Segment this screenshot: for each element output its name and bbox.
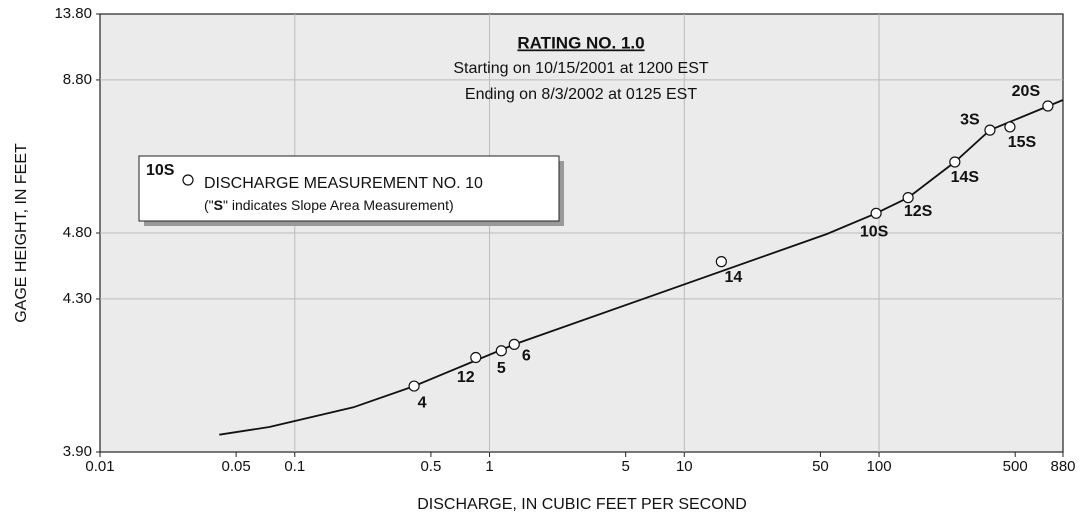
measurement	[408, 380, 420, 392]
measurement-label: 10S	[860, 224, 889, 241]
x-axis-title: DISCHARGE, IN CUBIC FEET PER SECOND	[417, 496, 747, 513]
measurement-label: 5	[497, 360, 506, 377]
measurement-label: 15S	[1008, 134, 1037, 151]
y-tick-label: 13.80	[54, 5, 92, 22]
measurement	[984, 124, 996, 136]
measurement	[949, 156, 961, 168]
x-tick-label: 100	[867, 458, 892, 475]
measurement-label: 3S	[960, 111, 980, 128]
y-tick-label: 4.80	[63, 224, 92, 241]
measurement-label: 20S	[1012, 83, 1041, 100]
x-tick-label: 50	[812, 458, 829, 475]
measurement	[1042, 100, 1054, 112]
subtitle: Ending on 8/3/2002 at 0125 EST	[465, 86, 697, 103]
measurement-label: 6	[522, 348, 531, 365]
legend-marker-label: 10S	[146, 162, 175, 179]
x-tick-label: 10	[676, 458, 693, 475]
measurement	[508, 338, 520, 350]
x-tick-label: 0.01	[85, 458, 114, 475]
measurement-label: 12S	[904, 203, 933, 220]
measurement	[1004, 121, 1016, 133]
legend-text: DISCHARGE MEASUREMENT NO. 10	[204, 175, 483, 192]
chart-title: RATING NO. 1.0	[517, 33, 644, 52]
x-tick-label: 0.5	[420, 458, 441, 475]
rating-curve	[219, 99, 1064, 436]
measurement-label: 12	[457, 369, 475, 386]
measurement-label: 14S	[951, 169, 980, 186]
x-tick-label: 880	[1050, 458, 1075, 475]
measurement	[495, 345, 507, 357]
grid	[100, 14, 1063, 452]
legend-note: ("S" indicates Slope Area Measurement)	[204, 197, 454, 213]
y-tick-label: 8.80	[63, 71, 92, 88]
x-tick-label: 500	[1003, 458, 1028, 475]
measurement	[470, 351, 482, 364]
y-tick-label: 3.90	[63, 443, 92, 460]
x-tick-label: 0.1	[284, 458, 305, 475]
subtitle: Starting on 10/15/2001 at 1200 EST	[453, 60, 709, 77]
measurement	[870, 207, 882, 219]
marks: 4 12 56 14 10S 12S 14S 3S 15S 20S	[219, 83, 1064, 436]
y-axis-title: GAGE HEIGHT, IN FEET	[13, 143, 30, 323]
legend-marker	[182, 174, 194, 186]
note-part: " indicates Slope Area Measurement)	[223, 197, 454, 213]
legend-box	[138, 155, 560, 222]
x-tick-label: 0.05	[222, 458, 251, 475]
measurement	[715, 256, 727, 268]
measurement-label: 14	[724, 269, 742, 286]
note-part: ("	[204, 197, 214, 213]
legend: 10S DISCHARGE MEASUREMENT NO. 10 ("S" in…	[138, 155, 564, 226]
measurement	[902, 192, 914, 204]
x-tick-label: 5	[621, 458, 629, 475]
measurement-label: 4	[418, 394, 427, 411]
note-part: S	[214, 197, 223, 213]
y-tick-label: 4.30	[63, 290, 92, 307]
x-tick-label: 1	[485, 458, 493, 475]
